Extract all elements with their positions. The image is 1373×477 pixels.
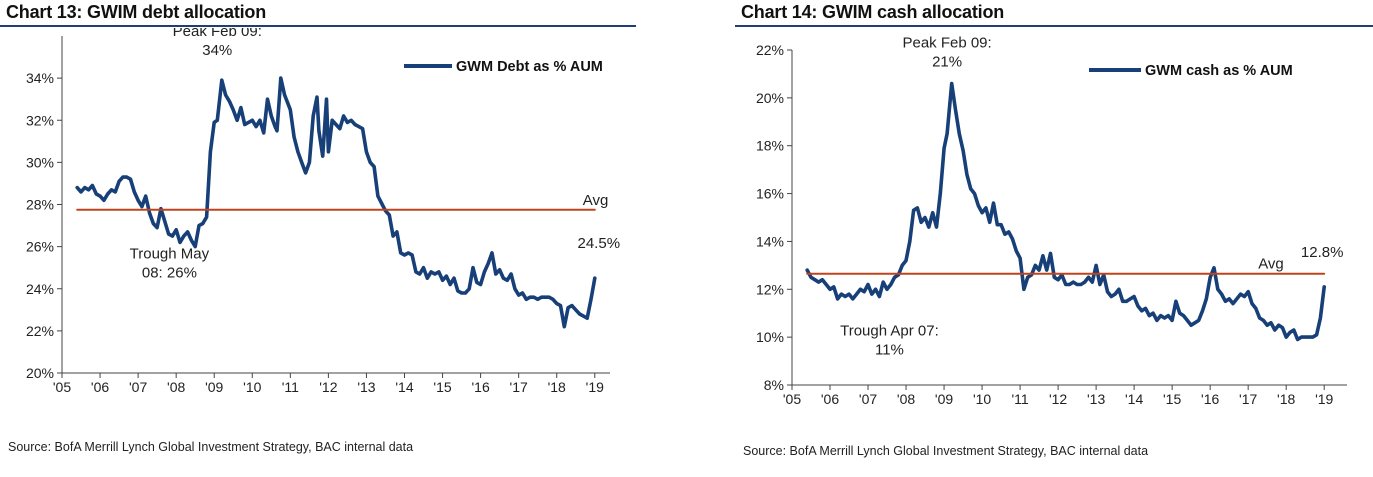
chart-14-annotation-line: 12.8% — [1301, 244, 1344, 261]
chart-14-x-tick-label: '08 — [897, 391, 915, 407]
chart-14-annotation-line: 21% — [932, 54, 962, 71]
chart-14-x-tick-label: '19 — [1315, 391, 1333, 407]
chart-14-y-tick-label: 22% — [756, 42, 784, 58]
chart-14-series-line — [805, 81, 1327, 342]
chart-13-source: Source: BofA Merrill Lynch Global Invest… — [8, 440, 414, 454]
chart-13-x-tick-label: '12 — [319, 379, 337, 395]
chart-13-y-tick-label: 28% — [26, 197, 54, 213]
chart-14-x-tick-label: '06 — [821, 391, 839, 407]
chart-13-plot: 20% 22% 24% 26% 28% 30% 32% 34% '05 '06 '07 '08 '09 '… — [26, 28, 621, 395]
chart-14-legend-label: GWM cash as % AUM — [1145, 63, 1293, 79]
chart-13-panel: Chart 13: GWIM debt allocation 20% 22% 24%… — [0, 0, 636, 477]
chart-14-x-tick-label: '05 — [783, 391, 801, 407]
chart-13-y-tick-label: 20% — [26, 365, 54, 381]
chart-13-annotation-line: Avg — [583, 192, 609, 209]
chart-13-x-tick-label: '10 — [243, 379, 261, 395]
chart-14-plot: 8% 10% 12% 14% 16% 18% 20% 22% '05 '06 '07 '08 '09 '1… — [756, 35, 1347, 407]
chart-14-annotation-line: Avg — [1258, 256, 1284, 273]
chart-14-annotation: Avg — [1258, 256, 1284, 273]
chart-14-annotation: Peak Feb 09: 21% — [902, 35, 991, 71]
chart-14-x-tick-label: '12 — [1049, 391, 1067, 407]
chart-14-y-tick-label: 18% — [756, 138, 784, 154]
chart-14-x-tick-label: '10 — [973, 391, 991, 407]
chart-14-x-tick-label: '09 — [935, 391, 953, 407]
chart-13-x-tick-label: '14 — [395, 379, 413, 395]
chart-13-x-tick-label: '19 — [586, 379, 604, 395]
chart-14-annotation-line: Trough Apr 07: — [840, 322, 939, 339]
chart-14-panel: Chart 14: GWIM cash allocation 8% 10% 12% 1… — [735, 0, 1373, 477]
chart-13-annotation: Avg — [583, 192, 609, 209]
chart-13-annotation-line: Peak Feb 09: — [173, 28, 262, 40]
chart-13-x-tick-label: '16 — [471, 379, 489, 395]
chart-13-annotation-line: 24.5% — [578, 235, 621, 252]
chart-14-annotation-line: Peak Feb 09: — [902, 35, 991, 52]
chart-13-x-tick-label: '08 — [167, 379, 185, 395]
chart-14-y-tick-label: 10% — [756, 329, 784, 345]
chart-14-x-tick-label: '07 — [859, 391, 877, 407]
chart-13-x-tick-label: '05 — [53, 379, 71, 395]
chart-13-annotation: Trough May 08: 26% — [130, 246, 210, 282]
chart-13-y-tick-label: 26% — [26, 239, 54, 255]
chart-14-y-tick-label: 16% — [756, 186, 784, 202]
chart-13-x-tick-label: '06 — [91, 379, 109, 395]
chart-14-y-tick-label: 8% — [764, 377, 784, 393]
chart-14-title-rule — [735, 25, 1373, 27]
chart-14-x-tick-label: '18 — [1277, 391, 1295, 407]
chart-13-y-tick-label: 32% — [26, 112, 54, 128]
chart-13-annotation: Peak Feb 09: 34% — [173, 28, 262, 59]
chart-13-title-rule — [0, 25, 636, 27]
chart-13-x-tick-label: '18 — [548, 379, 566, 395]
chart-14-x-tick-label: '17 — [1239, 391, 1257, 407]
chart-13-series-line — [75, 76, 597, 329]
chart-13-x-tick-label: '13 — [357, 379, 375, 395]
chart-14-x-tick-label: '16 — [1201, 391, 1219, 407]
chart-13-legend-label: GWM Debt as % AUM — [456, 59, 603, 75]
chart-13-title: Chart 13: GWIM debt allocation — [6, 2, 267, 22]
chart-14-y-tick-label: 14% — [756, 233, 784, 249]
chart-13-annotation-line: 34% — [202, 42, 232, 59]
chart-13-x-tick-label: '07 — [129, 379, 147, 395]
chart-13-y-tick-label: 30% — [26, 154, 54, 170]
chart-14-annotation-line: 11% — [875, 341, 904, 358]
chart-14-y-tick-label: 12% — [756, 281, 784, 297]
chart-14-x-tick-label: '15 — [1163, 391, 1181, 407]
chart-13-x-tick-label: '11 — [282, 379, 299, 395]
chart-13-x-tick-label: '09 — [205, 379, 223, 395]
chart-14-x-tick-label: '14 — [1125, 391, 1143, 407]
chart-14-title: Chart 14: GWIM cash allocation — [741, 2, 1005, 22]
chart-14-annotation: Trough Apr 07: 11% — [840, 322, 939, 358]
chart-13-annotation-line: Trough May — [130, 246, 210, 263]
chart-14-x-tick-label: '13 — [1087, 391, 1105, 407]
chart-13-x-tick-label: '15 — [433, 379, 451, 395]
chart-13-x-tick-label: '17 — [510, 379, 528, 395]
chart-14-x-tick-label: '11 — [1011, 391, 1028, 407]
chart-14-source: Source: BofA Merrill Lynch Global Invest… — [743, 444, 1149, 458]
chart-14-y-tick-label: 20% — [756, 90, 784, 106]
chart-13-y-tick-label: 34% — [26, 70, 54, 86]
chart-14-annotation: 12.8% — [1301, 244, 1344, 261]
chart-13-y-tick-label: 24% — [26, 281, 54, 297]
chart-13-annotation: 24.5% — [578, 235, 621, 252]
chart-13-annotation-line: 08: 26% — [142, 265, 197, 282]
chart-13-y-tick-label: 22% — [26, 323, 54, 339]
